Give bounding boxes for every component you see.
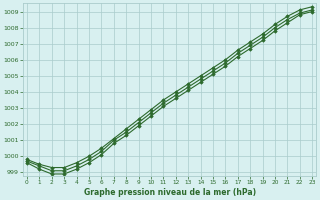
X-axis label: Graphe pression niveau de la mer (hPa): Graphe pression niveau de la mer (hPa) <box>84 188 256 197</box>
